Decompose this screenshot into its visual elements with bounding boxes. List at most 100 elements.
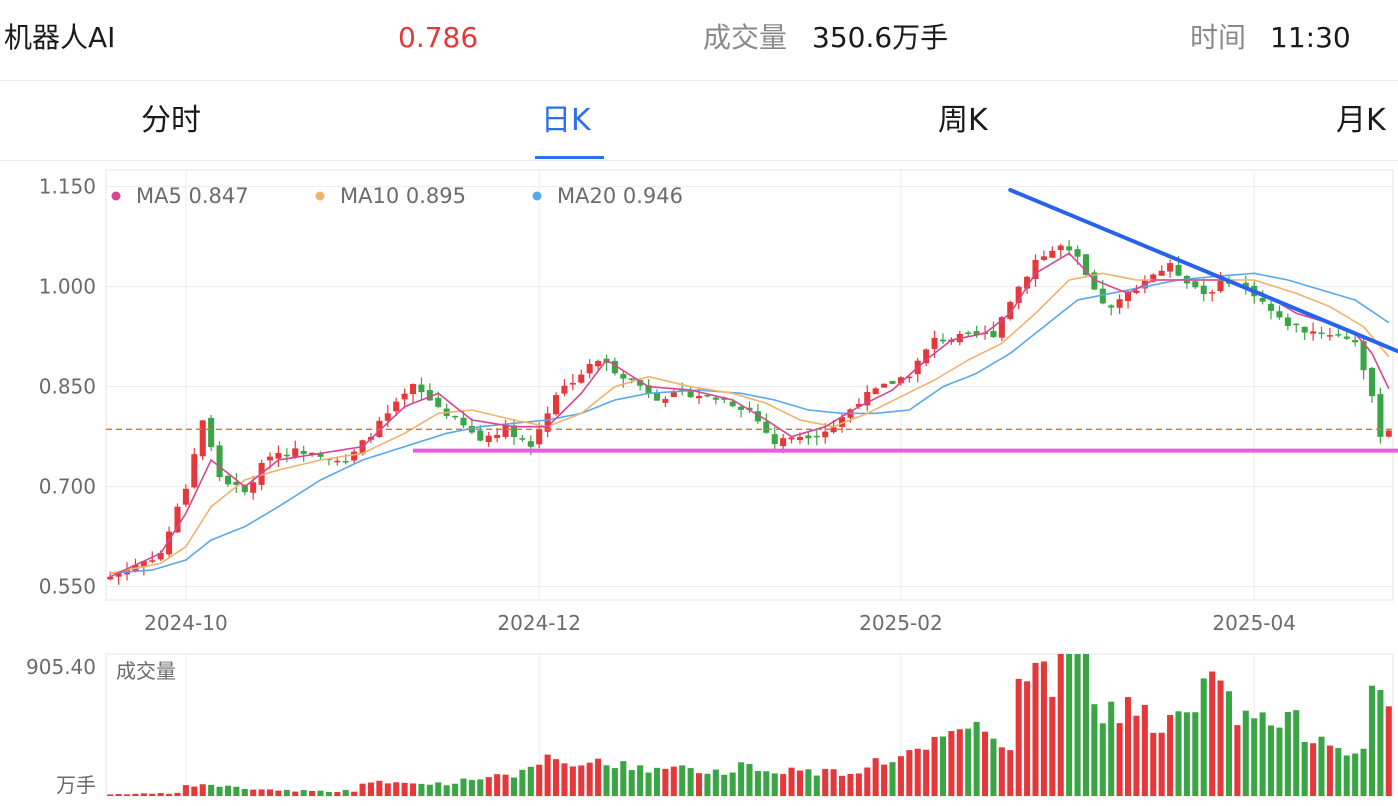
candle-body [1082,254,1089,276]
volume-bar [569,766,576,796]
volume-bar [1032,662,1039,796]
candle-body [485,435,492,442]
volume-bar [1192,712,1199,796]
volume-bar [107,794,114,796]
candle-body [822,431,829,438]
volume-bar [1368,685,1375,796]
volume-bar [132,793,139,796]
candle-body [300,450,307,455]
candle-body [780,438,787,447]
legend-dot [532,191,542,201]
candle-body [267,456,274,461]
candle-body [1167,263,1174,272]
volume-bar [1024,681,1031,796]
volume-bar [233,786,240,796]
volume-bar [376,780,383,796]
volume-bar [712,769,719,796]
volume-bar [292,791,299,796]
candle-body [477,430,484,441]
volume-bar [325,791,332,796]
candle-body [1326,335,1333,337]
candle-body [1192,281,1199,288]
volume-bar [443,785,450,796]
candle-body [973,331,980,336]
candle-body [578,374,585,383]
volume-bar [839,775,846,796]
volume-bar [973,721,980,796]
candle-body [1377,394,1384,437]
candle-body [174,506,181,533]
volume-bar [990,738,997,796]
volume-bar [1217,680,1224,796]
candle-body [233,481,240,485]
volume-bar [956,729,963,796]
candle-body [1175,264,1182,276]
ma10-line [110,272,1390,575]
tab-daily-k[interactable]: 日K [541,103,591,138]
candle-body [931,337,938,350]
candle-body [527,441,534,447]
candle-body [1125,291,1132,302]
trend-line [1008,188,1398,354]
x-tick-label: 2025-02 [859,611,943,635]
candle-body [208,417,215,448]
ma5-line [109,252,1390,578]
candle-body [595,360,602,367]
volume-bar [1200,678,1207,796]
candle-body [620,374,627,379]
volume-bar [754,771,761,796]
candle-body [275,452,282,459]
volume-bars [107,654,1392,796]
volume-bar [864,767,871,796]
chart-annotations [106,188,1398,453]
volume-bar [1116,723,1123,796]
candle-body [460,417,467,426]
volume-label: 成交量 [703,21,788,54]
legend-entry: MA20 0.946 [557,184,683,208]
volume-bar [393,782,400,796]
volume-bar [923,749,930,796]
candle-body [250,482,257,493]
volume-bar [1335,748,1342,796]
volume-bar [611,768,618,796]
tab-intraday[interactable]: 分时 [141,103,201,138]
volume-bar [1082,654,1089,796]
volume-bar [149,793,156,796]
volume-bar [939,736,946,796]
kline-chart[interactable]: 1.150 1.000 0.850 0.700 0.550 2024-10 2024-12 2… [0,160,1398,806]
volume-bar [258,789,265,796]
volume-bar [342,789,349,796]
candle-body [1259,297,1266,302]
candle-body [670,391,677,398]
volume-bar [1074,654,1081,796]
candle-body [679,389,686,391]
volume-bar [1234,725,1241,796]
candle-body [309,452,316,455]
volume-unit-label: 万手 [56,773,96,797]
volume-max-label: 905.40 [26,655,96,679]
x-tick-label: 2024-12 [497,611,581,635]
volume-bar [620,761,627,796]
candle-body [687,391,694,398]
volume-bar [140,793,147,796]
volume-bar [1301,741,1308,796]
candle-body [401,393,408,400]
volume-bar [1377,690,1384,796]
candle-body [1007,302,1014,319]
volume-bar [544,754,551,796]
tab-weekly-k[interactable]: 周K [938,103,988,138]
candle-body [897,377,904,384]
tab-monthly-k[interactable]: 月K [1336,103,1386,138]
candle-body [166,531,173,555]
volume-bar [166,793,173,796]
volume-bar [1268,725,1275,796]
volume-bar [199,784,206,796]
candle-body [283,454,290,457]
volume-bar [435,782,442,796]
volume-bar [317,790,324,796]
candle-body [1301,326,1308,333]
candle-body [569,382,576,385]
volume-bar [1326,745,1333,796]
volume-panel-title: 成交量 [116,659,176,683]
candle-body [1015,286,1022,303]
